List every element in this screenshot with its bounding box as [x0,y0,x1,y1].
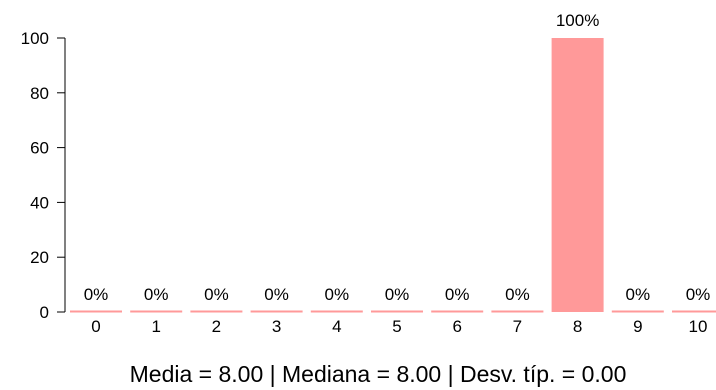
y-tick-label: 80 [30,84,49,103]
bars [70,38,716,313]
summary-statistics: Media = 8.00 | Mediana = 8.00 | Desv. tí… [130,361,627,387]
y-tick-label: 60 [30,139,49,158]
x-category-label: 1 [151,317,160,336]
y-axis: 0 20 40 60 80 100 [21,29,66,322]
bar-data-label: 0% [626,285,651,304]
bar-data-label: 0% [84,285,109,304]
x-category-label: 3 [272,317,281,336]
x-category-label: 4 [332,317,341,336]
y-tick-label: 20 [30,248,49,267]
bar-data-label: 0% [385,285,410,304]
bar-data-label: 0% [144,285,169,304]
x-category-label: 9 [633,317,642,336]
bar-data-label: 0% [264,285,289,304]
x-category-label: 2 [212,317,221,336]
x-category-label: 10 [689,317,708,336]
x-category-label: 5 [392,317,401,336]
x-category-label: 6 [452,317,461,336]
bar-data-label: 0% [445,285,470,304]
bar-data-label: 0% [505,285,530,304]
y-tick-label: 100 [21,29,49,48]
bar [551,38,604,312]
x-category-label: 7 [513,317,522,336]
x-category-label: 8 [573,317,582,336]
bar-data-label: 100% [556,11,599,30]
y-tick-label: 40 [30,193,49,212]
bar-data-label: 0% [325,285,350,304]
category-labels: 0 1 2 3 4 5 6 7 8 9 10 [91,317,707,336]
bar-data-label: 0% [204,285,229,304]
x-category-label: 0 [91,317,100,336]
y-tick-label: 0 [40,303,49,322]
data-labels: 0% 0% 0% 0% 0% 0% 0% 0% 100% 0% 0% [84,11,711,304]
bar-data-label: 0% [686,285,711,304]
